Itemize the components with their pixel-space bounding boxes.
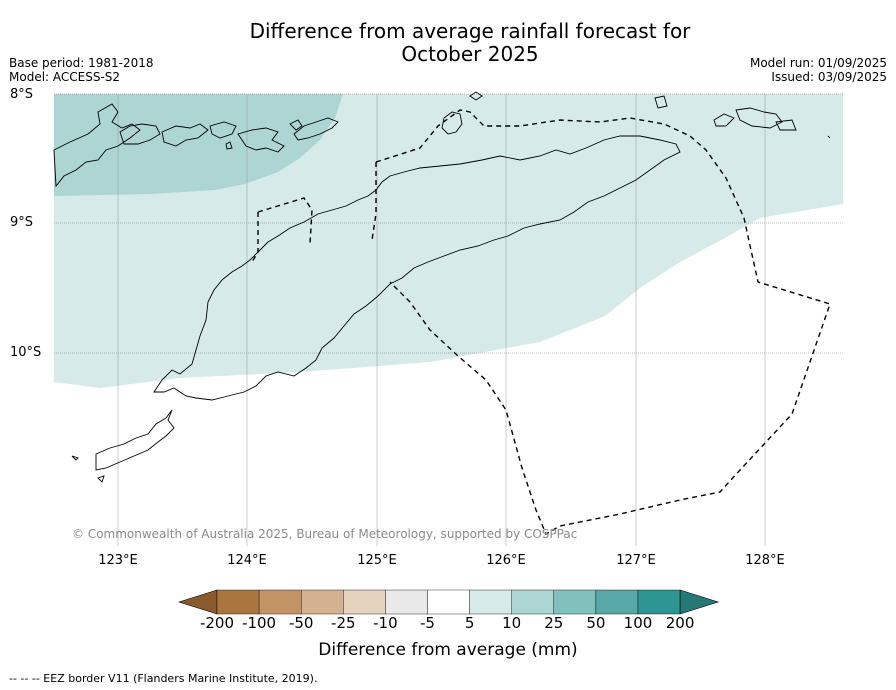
coastlines (53, 91, 831, 483)
colorbar-segment (427, 589, 470, 615)
colorbar-segment (511, 589, 555, 615)
colorbar-tick-label: -5 (420, 614, 435, 632)
colorbar-tick-label: 200 (665, 614, 695, 632)
colorbar-tick-label: 25 (544, 614, 564, 632)
colorbar-tick-label: -50 (288, 614, 314, 632)
lon-label-125e: 125°E (357, 553, 397, 568)
left-metadata: Base period: 1981-2018 Model: ACCESS-S2 (9, 56, 154, 84)
island-wetar (293, 117, 339, 141)
colorbar-segment (385, 589, 428, 615)
meridians (117, 94, 766, 546)
colorbar-arrow-low (178, 589, 218, 615)
colorbar-tick-labels: -200 -100 -50 -25 -10 -5 5 10 25 50 100 200 (0, 614, 896, 636)
island-lakor (775, 119, 797, 131)
eez-footnote: -- -- -- EEZ border V11 (Flanders Marine… (9, 672, 318, 685)
colorbar-title: Difference from average (mm) (318, 640, 578, 660)
model-run: Model run: 01/09/2025 (749, 56, 887, 70)
colorbar-segment (637, 589, 681, 615)
lat-label-8s: 8°S (10, 87, 34, 102)
lon-label-124e: 124°E (227, 553, 267, 568)
colorbar-tick-label: -10 (373, 614, 398, 632)
island-pantar (209, 121, 237, 139)
title-line-1: Difference from average rainfall forecas… (249, 19, 691, 43)
colorbar-segment (216, 589, 260, 615)
issued-date: Issued: 03/09/2025 (771, 70, 887, 84)
colorbar-tick-label: 100 (623, 614, 653, 632)
island-rote (95, 409, 175, 471)
island-savu-small (71, 455, 79, 461)
colorbar-tick-label: -200 (199, 614, 235, 632)
anomaly-fill-10-25 (54, 94, 343, 196)
island-small-2 (225, 141, 233, 150)
island-alor (237, 127, 285, 153)
island-leti (713, 113, 735, 127)
island-moa (735, 107, 783, 129)
colorbar-tick-label: -100 (242, 614, 277, 632)
colorbar (178, 589, 720, 615)
map-title: Difference from average rainfall forecas… (0, 20, 896, 66)
lat-label-9s: 9°S (10, 215, 34, 230)
model-name: Model: ACCESS-S2 (9, 70, 121, 84)
colorbar-tick-label: 50 (586, 614, 606, 632)
colorbar-segment (469, 589, 512, 615)
title-line-2: October 2025 (401, 42, 539, 66)
colorbar-tick-label: -25 (331, 614, 356, 632)
island-small-1 (289, 119, 303, 131)
colorbar-arrow-high (679, 589, 720, 615)
island-atauro (441, 111, 463, 135)
right-metadata: Model run: 01/09/2025 Issued: 03/09/2025 (750, 56, 887, 84)
colorbar-segment (343, 589, 386, 615)
colorbar-segment (553, 589, 597, 615)
lon-label-127e: 127°E (616, 553, 656, 568)
island-flores-east (53, 103, 141, 188)
lon-label-128e: 128°E (745, 553, 785, 568)
graticule (54, 93, 843, 354)
island-small-5 (97, 475, 105, 483)
island-timor (153, 135, 681, 401)
base-period: Base period: 1981-2018 (9, 56, 154, 70)
island-kisar (654, 95, 668, 109)
island-lembata (161, 123, 209, 147)
eez-border (251, 109, 831, 536)
lat-label-10s: 10°S (10, 345, 42, 360)
copyright-notice: © Commonwealth of Australia 2025, Bureau… (72, 527, 578, 541)
colorbar-tick-label: 5 (464, 614, 475, 632)
colorbar-tick-label: 10 (502, 614, 522, 632)
colorbar-segment (595, 589, 639, 615)
lon-label-126e: 126°E (486, 553, 526, 568)
island-small-3 (469, 91, 483, 101)
colorbar-segment (258, 589, 302, 615)
island-small-4 (827, 135, 831, 139)
colorbar-segment (301, 589, 344, 615)
island-solor (119, 123, 161, 145)
lon-label-123e: 123°E (98, 553, 138, 568)
